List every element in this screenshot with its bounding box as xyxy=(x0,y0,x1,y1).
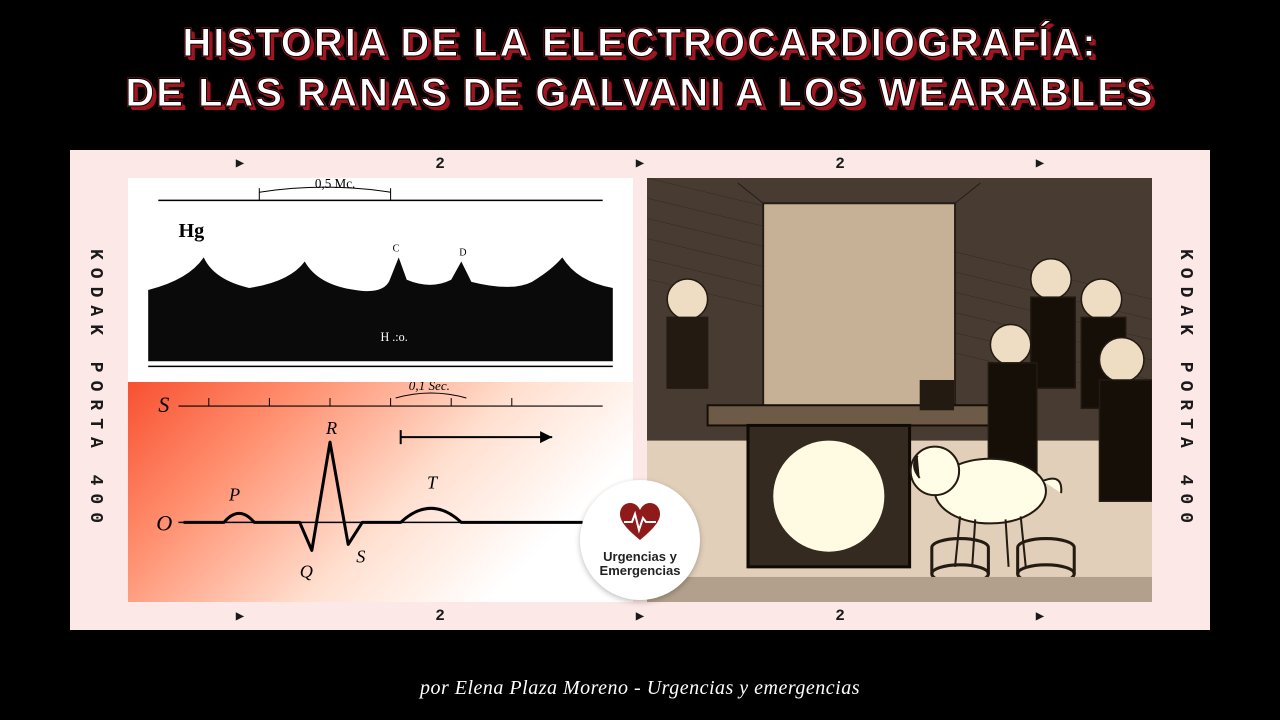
film-edge-text-left: KODAK PORTA 400 xyxy=(85,249,105,531)
ecg-hg-trace: 0,5 Mc. Hg H .:o. C D xyxy=(128,178,633,382)
ecg-pqrst-trace: S 0,1 Sec. O xyxy=(128,382,633,603)
byline: por Elena Plaza Moreno - Urgencias y eme… xyxy=(0,677,1280,700)
title-line-1: HISTORIA DE LA ELECTROCARDIOGRAFÍA: xyxy=(0,18,1280,68)
title-line-2: DE LAS RANAS DE GALVANI A LOS WEARABLES xyxy=(0,68,1280,118)
frame-number: 2 xyxy=(340,607,540,625)
logo-badge: Urgencias yEmergencias xyxy=(580,480,700,600)
arrow-icon: ▶ xyxy=(540,155,740,172)
hg-label: Hg xyxy=(179,220,205,242)
wave-r: R xyxy=(325,418,337,438)
time-label: 0,1 Sec. xyxy=(409,382,450,393)
sprocket-top: ▶ 2 ▶ 2 ▶ xyxy=(120,150,1160,178)
scale-label: 0,5 Mc. xyxy=(315,178,355,191)
frame-number: 2 xyxy=(740,607,940,625)
arrow-icon: ▶ xyxy=(540,608,740,625)
arrow-icon: ▶ xyxy=(940,155,1140,172)
inner-label: H .:o. xyxy=(381,330,408,344)
historical-illustration xyxy=(647,178,1152,602)
wave-p: P xyxy=(228,484,240,504)
svg-text:D: D xyxy=(459,247,466,258)
frame-number: 2 xyxy=(340,155,540,173)
title-block: HISTORIA DE LA ELECTROCARDIOGRAFÍA: DE L… xyxy=(0,0,1280,118)
arrow-icon: ▶ xyxy=(140,155,340,172)
axis-s: S xyxy=(158,392,169,417)
ecg-panel: 0,5 Mc. Hg H .:o. C D S xyxy=(128,178,633,602)
axis-o: O xyxy=(156,510,172,535)
arrow-icon: ▶ xyxy=(140,608,340,625)
arrow-icon: ▶ xyxy=(940,608,1140,625)
logo-text: Urgencias yEmergencias xyxy=(600,550,681,579)
film-edge-left: KODAK PORTA 400 xyxy=(70,150,120,630)
sprocket-bottom: ▶ 2 ▶ 2 ▶ xyxy=(120,602,1160,630)
wave-t: T xyxy=(427,472,439,492)
frame-number: 2 xyxy=(740,155,940,173)
film-frame: KODAK PORTA 400 ▶ 2 ▶ 2 ▶ 0,5 Mc. xyxy=(70,150,1210,630)
heart-icon xyxy=(618,502,662,548)
film-edge-right: KODAK PORTA 400 xyxy=(1160,150,1210,630)
wave-s: S xyxy=(356,546,365,566)
film-edge-text-right: KODAK PORTA 400 xyxy=(1175,249,1195,531)
svg-text:C: C xyxy=(393,243,400,254)
wave-q: Q xyxy=(300,561,313,581)
